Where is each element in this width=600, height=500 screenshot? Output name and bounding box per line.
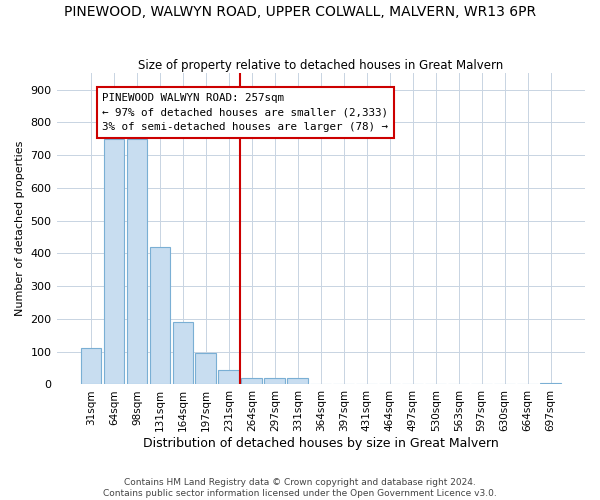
Text: Contains HM Land Registry data © Crown copyright and database right 2024.
Contai: Contains HM Land Registry data © Crown c… [103, 478, 497, 498]
Bar [104, 138, 124, 384]
Bar [80, 348, 101, 384]
Bar [196, 354, 216, 384]
Text: PINEWOOD, WALWYN ROAD, UPPER COLWALL, MALVERN, WR13 6PR: PINEWOOD, WALWYN ROAD, UPPER COLWALL, MA… [64, 5, 536, 19]
Y-axis label: Number of detached properties: Number of detached properties [15, 141, 25, 316]
Text: PINEWOOD WALWYN ROAD: 257sqm
← 97% of detached houses are smaller (2,333)
3% of : PINEWOOD WALWYN ROAD: 257sqm ← 97% of de… [103, 93, 388, 132]
Bar [241, 378, 262, 384]
Bar [218, 370, 239, 384]
Bar [127, 138, 147, 384]
Bar [265, 378, 285, 384]
X-axis label: Distribution of detached houses by size in Great Malvern: Distribution of detached houses by size … [143, 437, 499, 450]
Bar [287, 378, 308, 384]
Bar [173, 322, 193, 384]
Bar [149, 247, 170, 384]
Bar [540, 383, 561, 384]
Title: Size of property relative to detached houses in Great Malvern: Size of property relative to detached ho… [138, 59, 503, 72]
